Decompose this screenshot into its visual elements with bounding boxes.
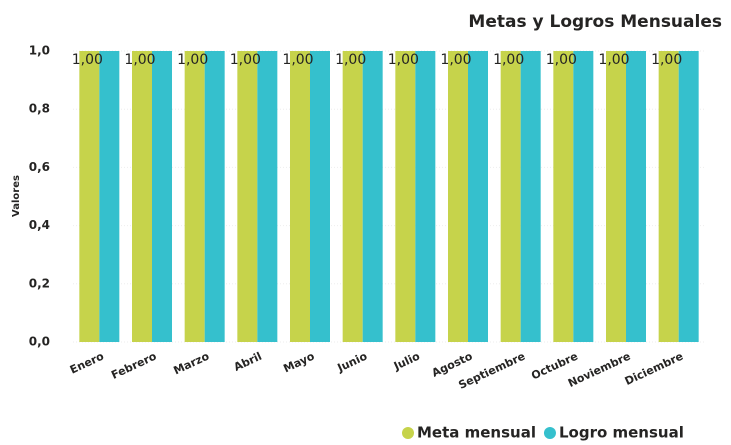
- data-label: 1,00: [335, 52, 366, 68]
- bar: [237, 51, 258, 342]
- bar: [500, 51, 521, 342]
- y-tick-label: 0,2: [29, 276, 50, 290]
- bar: [99, 51, 120, 342]
- data-label: 1,00: [282, 52, 313, 68]
- legend-label: Meta mensual: [417, 424, 536, 442]
- data-label: 1,00: [546, 52, 577, 68]
- bar: [362, 51, 383, 342]
- bar: [468, 51, 488, 342]
- bar: [152, 51, 172, 342]
- bar: [678, 51, 699, 342]
- bar: [448, 51, 468, 342]
- data-label: 1,00: [124, 52, 155, 68]
- data-label: 1,00: [651, 52, 682, 68]
- bar: [132, 51, 152, 342]
- legend-marker: [543, 427, 556, 439]
- bar: [573, 51, 594, 342]
- bar: [257, 51, 278, 342]
- bar: [204, 51, 225, 342]
- x-tick-label: Junio: [335, 349, 370, 375]
- bar: [658, 51, 679, 342]
- y-tick-label: 0,4: [29, 218, 50, 232]
- y-tick-label: 0,8: [29, 102, 50, 116]
- bar: [290, 51, 310, 342]
- legend-label: Logro mensual: [559, 424, 684, 442]
- bar: [395, 51, 416, 342]
- bar: [184, 51, 205, 342]
- y-tick-label: 1,0: [29, 44, 50, 58]
- y-tick-label: 0,0: [29, 335, 50, 349]
- data-label: 1,00: [72, 52, 103, 68]
- data-label: 1,00: [388, 52, 419, 68]
- x-tick-label: Mayo: [281, 349, 317, 375]
- x-tick-label: Febrero: [109, 349, 159, 381]
- bar: [553, 51, 574, 342]
- bar: [310, 51, 330, 342]
- bar: [342, 51, 363, 342]
- bar: [415, 51, 436, 342]
- data-label: 1,00: [440, 52, 471, 68]
- data-label: 1,00: [177, 52, 208, 68]
- x-tick-label: Diciembre: [623, 350, 685, 388]
- bar: [626, 51, 646, 342]
- data-label: 1,00: [230, 52, 261, 68]
- x-tick-label: Julio: [391, 349, 422, 373]
- x-tick-label: Marzo: [171, 349, 211, 377]
- legend: Meta mensual Logro mensual: [402, 424, 684, 442]
- x-tick-label: Enero: [68, 349, 106, 376]
- chart-title: Metas y Logros Mensuales: [468, 12, 722, 32]
- legend-marker: [402, 427, 414, 439]
- y-axis-label: Valores: [11, 175, 22, 217]
- data-label: 1,00: [598, 52, 629, 68]
- bar: [606, 51, 626, 342]
- bar: [520, 51, 541, 342]
- data-label: 1,00: [493, 52, 524, 68]
- x-tick-label: Abril: [232, 350, 264, 374]
- bar: [79, 51, 100, 342]
- y-tick-label: 0,6: [29, 160, 50, 174]
